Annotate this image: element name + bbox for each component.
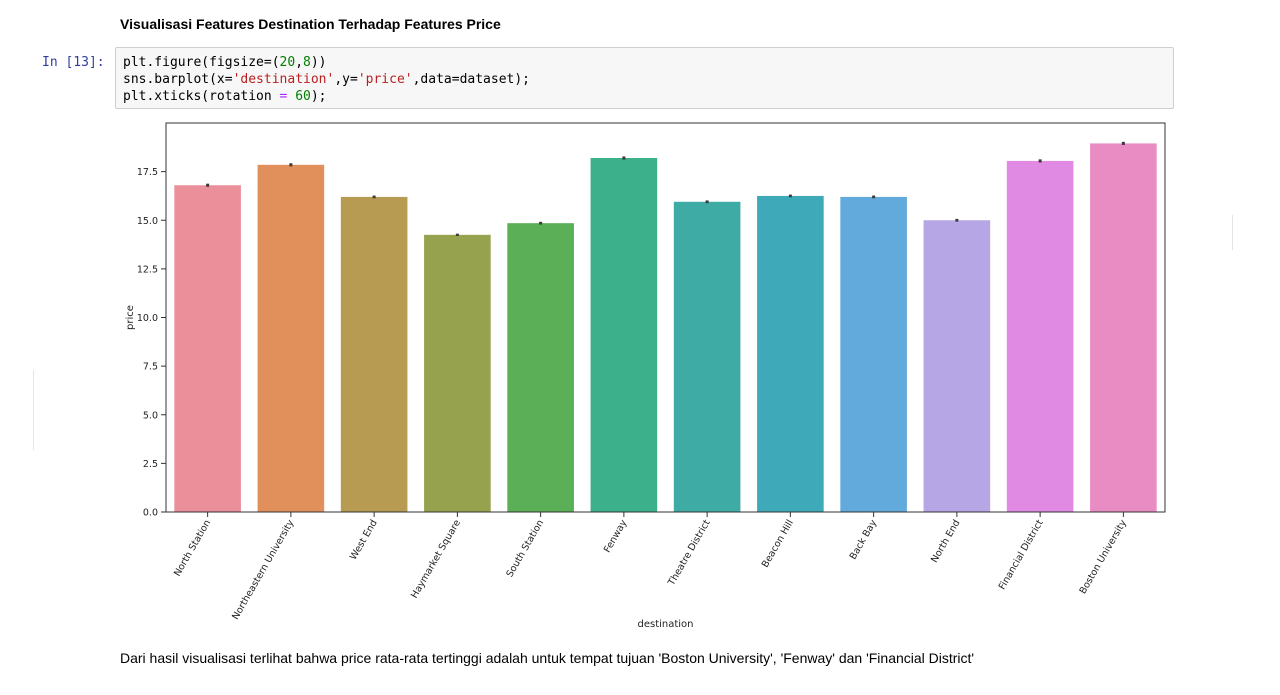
code-line-2: sns.barplot(x='destination',y='price',da… [123, 72, 531, 87]
bar [1006, 160, 1074, 513]
bar [257, 164, 325, 512]
code-line-1: plt.figure(figsize=(20,8)) [123, 55, 327, 70]
cell-output: North Station Northeastern University West… [115, 115, 1180, 635]
scroll-edge-right [1232, 215, 1233, 250]
markdown-heading: Visualisasi Features Destination Terhada… [120, 16, 501, 32]
y-tick-label: 10.0 [137, 313, 158, 324]
x-tick-label: Haymarket Square [409, 518, 463, 601]
code-cell[interactable]: plt.figure(figsize=(20,8)) sns.barplot(x… [115, 47, 1174, 109]
y-axis-label: price [125, 305, 136, 330]
bar [1090, 143, 1157, 513]
y-tick-label: 17.5 [137, 167, 158, 178]
bar-chart: North Station Northeastern University West… [125, 122, 1166, 630]
scroll-edge-left [33, 370, 34, 450]
x-tick-label: Financial District [997, 518, 1046, 592]
plot-frame [165, 122, 1166, 513]
x-axis-label: destination [637, 619, 693, 630]
x-tick-label: Beacon Hill [760, 518, 796, 570]
bar [174, 185, 241, 512]
bar [424, 234, 491, 512]
x-tick-label: Back Bay [848, 518, 880, 562]
bar [507, 223, 574, 512]
bar [340, 196, 408, 512]
bar [673, 201, 741, 512]
bar [757, 195, 824, 512]
y-tick-label: 15.0 [137, 216, 158, 227]
x-tick-label: South Station [504, 518, 546, 579]
markdown-conclusion: Dari hasil visualisasi terlihat bahwa pr… [120, 650, 975, 666]
bar [590, 158, 658, 512]
x-tick-label: West End [348, 518, 380, 562]
y-tick-label: 0.0 [143, 508, 158, 519]
x-tick-label: Theatre District [666, 518, 713, 589]
code-line-3: plt.xticks(rotation = 60); [123, 89, 327, 104]
y-tick-label: 12.5 [137, 264, 158, 275]
y-tick-label: 5.0 [143, 410, 158, 421]
bar [923, 220, 991, 512]
x-tick-label: North End [929, 518, 962, 565]
x-tick-label: Fenway [602, 518, 630, 555]
y-tick-label: 2.5 [143, 459, 158, 470]
x-tick-label: Northeastern University [230, 518, 296, 622]
y-tick-label: 7.5 [143, 362, 158, 373]
bar [840, 196, 907, 512]
x-tick-label: Boston University [1078, 518, 1130, 596]
x-tick-label: North Station [172, 518, 213, 578]
cell-prompt: In [13]: [42, 55, 105, 70]
